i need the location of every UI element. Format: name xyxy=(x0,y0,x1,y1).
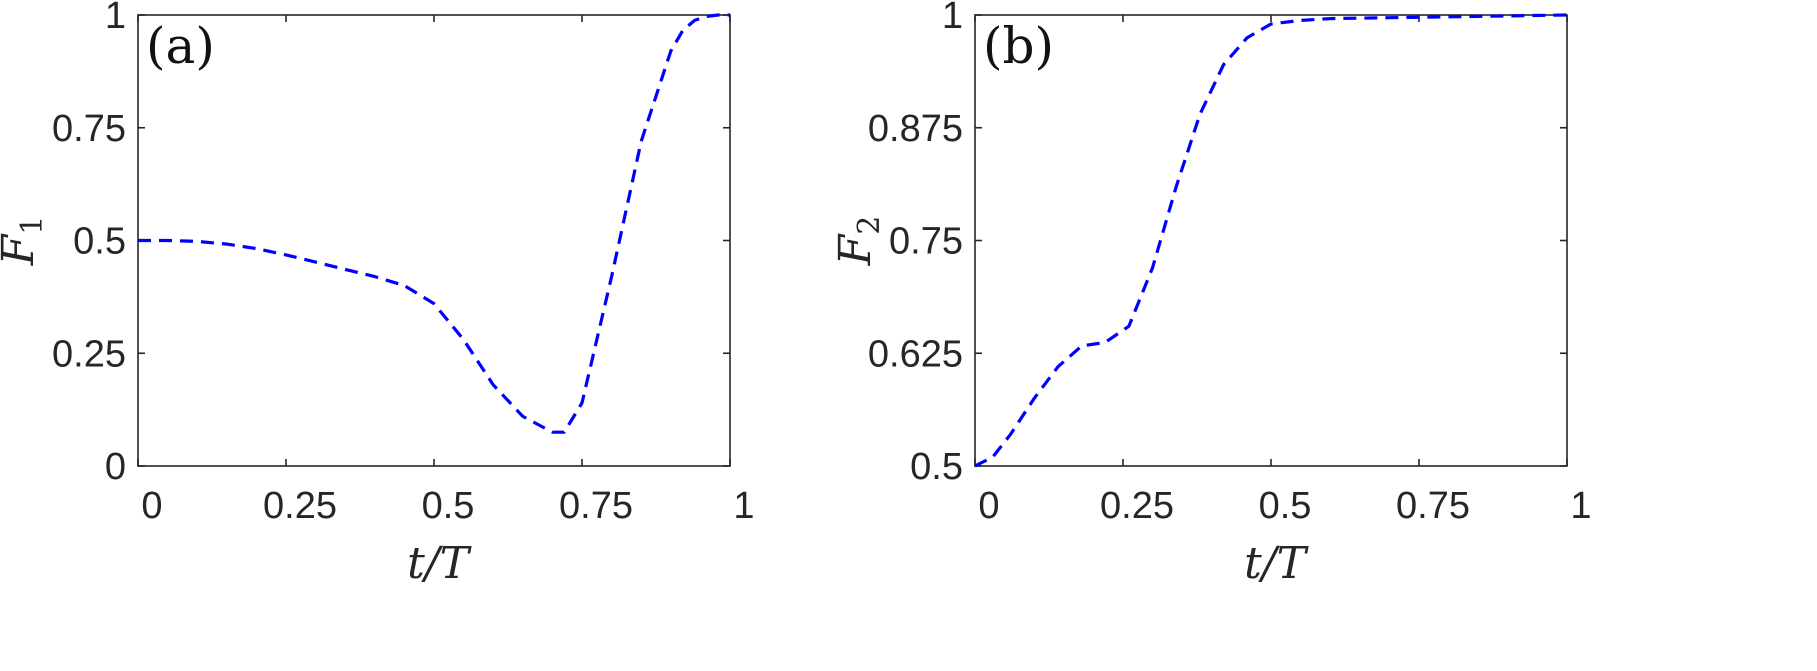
panel-a-axes-frame xyxy=(137,14,731,467)
panel-a-y-axis-symbol: F xyxy=(0,233,44,266)
panel-a-x-axis-title: t/T xyxy=(407,538,473,589)
panel-a-ytick-label: 0.25 xyxy=(52,333,126,375)
panel-a-xtick-label: 1 xyxy=(733,485,754,527)
panel-b-y-axis-subscript: 2 xyxy=(852,216,887,235)
panel-b-series-line xyxy=(974,13,1568,468)
panel-b-ytick-label: 1 xyxy=(942,0,963,37)
panel-a-series-line xyxy=(138,13,730,434)
panel-a-ytick-label: 1 xyxy=(105,0,126,37)
panel-b-y-axis-title: F2 xyxy=(830,216,887,267)
panel-b-xtick-label: 0.5 xyxy=(1259,485,1312,527)
panel-b-x-axis-title: t/T xyxy=(1244,538,1310,589)
panel-b-axes-frame xyxy=(974,14,1568,467)
panel-a-xtick-label: 0.5 xyxy=(422,485,475,527)
panel-b: 0 0.25 0.5 0.75 1 0.5 0.625 0.75 0.875 1 t/T F2 (b) xyxy=(830,0,1592,589)
panel-b-ytick-label: 0.625 xyxy=(868,333,963,375)
panel-b-xtick-label: 0.25 xyxy=(1100,485,1174,527)
panel-a-xtick-label: 0.25 xyxy=(263,485,337,527)
panel-b-ytick-label: 0.75 xyxy=(889,221,963,263)
panel-b-y-axis-symbol: F xyxy=(830,233,881,266)
panel-a-ytick-label: 0.75 xyxy=(52,108,126,150)
panel-b-xtick-label: 1 xyxy=(1570,485,1591,527)
panel-a-ytick-label: 0.5 xyxy=(73,221,126,263)
panel-a-y-axis-title: F1 xyxy=(0,216,50,267)
panel-a-ytick-label: 0 xyxy=(105,446,126,488)
panel-a-xtick-label: 0.75 xyxy=(559,485,633,527)
panel-a-xtick-label: 0 xyxy=(141,485,162,527)
panel-a-y-axis-subscript: 1 xyxy=(15,216,50,235)
panel-b-xtick-label: 0 xyxy=(978,485,999,527)
panel-b-ytick-label: 0.875 xyxy=(868,108,963,150)
panel-b-ytick-label: 0.5 xyxy=(910,446,963,488)
panel-b-xtick-label: 0.75 xyxy=(1396,485,1470,527)
panel-b-label: (b) xyxy=(983,17,1054,75)
panel-a-label: (a) xyxy=(146,17,215,75)
